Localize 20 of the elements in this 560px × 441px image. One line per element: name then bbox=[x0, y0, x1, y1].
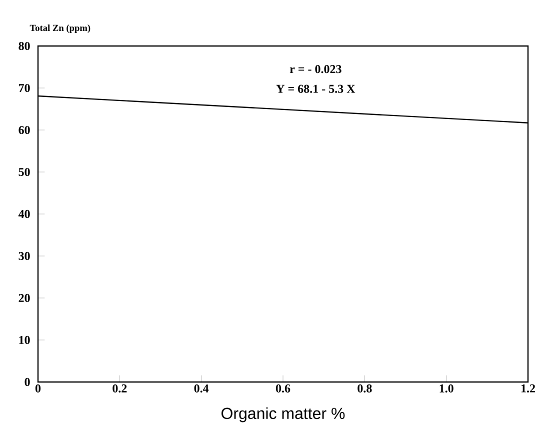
x-tick-label: 0.4 bbox=[194, 384, 209, 393]
x-tick-label: 0.6 bbox=[276, 384, 290, 393]
y-axis-title: Total Zn (ppm) bbox=[30, 24, 90, 33]
x-tick-label: 1.2 bbox=[521, 384, 535, 392]
y-tick-label: 20 bbox=[18, 294, 30, 302]
y-tick-label: 10 bbox=[19, 336, 30, 344]
x-tick-label: 0 bbox=[35, 384, 41, 392]
x-tick-label: 1.0 bbox=[440, 384, 454, 393]
x-tick-label: 0.2 bbox=[112, 384, 127, 393]
x-axis-title: Organic matter % bbox=[222, 407, 345, 422]
y-tick-label: 0 bbox=[24, 378, 30, 386]
y-tick-label: 30 bbox=[18, 252, 30, 260]
y-tick-label: 40 bbox=[18, 210, 30, 218]
y-tick-label: 50 bbox=[18, 168, 30, 176]
y-tick-label: 80 bbox=[18, 42, 30, 50]
y-tick-label: 60 bbox=[18, 126, 30, 134]
y-tick-label: 70 bbox=[18, 84, 30, 92]
x-tick-label: 0.8 bbox=[358, 384, 372, 393]
annotation: Y = 68.1 - 5.3 X bbox=[276, 84, 356, 93]
annotation: r = - 0.023 bbox=[290, 65, 342, 74]
